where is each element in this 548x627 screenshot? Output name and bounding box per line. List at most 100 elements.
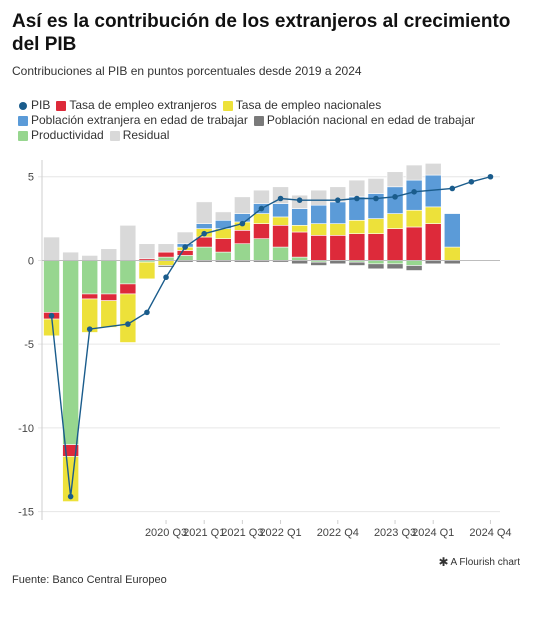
legend-item-residual[interactable]: Residual xyxy=(109,128,170,143)
pib-point xyxy=(67,493,74,500)
pib-point xyxy=(411,189,417,195)
bar-segment xyxy=(195,201,213,224)
bar-segment xyxy=(386,263,404,270)
bar-segment xyxy=(100,300,118,328)
pib-point xyxy=(468,178,475,185)
bar-segment xyxy=(100,293,118,301)
bar-segment xyxy=(424,223,442,261)
bar-segment xyxy=(291,260,308,265)
legend-label: Población extranjera en edad de trabajar xyxy=(31,113,248,127)
pib-point xyxy=(182,244,188,250)
legend-item-pib[interactable]: PIB xyxy=(18,98,50,113)
legend-label: PIB xyxy=(31,98,51,112)
bar-segment xyxy=(291,225,308,233)
legend-label: Tasa de empleo nacionales xyxy=(235,98,382,112)
bar-segment xyxy=(157,265,175,268)
chart-subtitle: Contribuciones al PIB en puntos porcentu… xyxy=(12,64,362,78)
pib-point xyxy=(277,195,284,202)
bar-segment xyxy=(119,260,137,285)
bar-segment xyxy=(405,226,423,261)
pib-point xyxy=(239,220,246,227)
legend-row-2: Población extranjera en edad de trabajar… xyxy=(18,113,538,128)
legend-swatch xyxy=(56,100,67,111)
bar-segment xyxy=(81,293,99,300)
bar-segment xyxy=(195,223,213,229)
legend-item-tasa-empleo-nacionales[interactable]: Tasa de empleo nacionales xyxy=(222,98,382,113)
bar-segment xyxy=(310,223,328,236)
bar-segment xyxy=(310,235,328,261)
bar-segment xyxy=(405,179,423,211)
legend-row-1: PIB Tasa de empleo extranjeros Tasa de e… xyxy=(18,98,538,113)
bar-segment xyxy=(214,238,232,253)
bar-segment xyxy=(386,213,404,229)
bar-segment xyxy=(253,213,270,224)
y-tick-label: 0 xyxy=(28,255,34,267)
flourish-star-icon: ✱ xyxy=(438,555,449,569)
bar-segment xyxy=(443,246,461,261)
pib-point xyxy=(373,195,379,202)
y-tick-label: 5 xyxy=(28,172,34,184)
bar-segment xyxy=(253,189,270,204)
bar-segment xyxy=(81,260,99,295)
legend-swatch xyxy=(253,115,264,126)
bar-segment xyxy=(367,263,385,270)
bar-segment xyxy=(234,230,251,245)
legend-label: Residual xyxy=(122,128,170,142)
pib-point xyxy=(125,321,131,327)
bar-segment xyxy=(329,201,347,224)
bar-segment xyxy=(367,178,385,194)
bar-segment xyxy=(214,251,232,261)
chart-title: Así es la contribución de los extranjero… xyxy=(12,11,511,55)
bar-segment xyxy=(386,171,404,188)
bar-segment xyxy=(329,223,347,236)
source-note: Fuente: Banco Central Europeo xyxy=(12,574,167,586)
bar-segment xyxy=(176,231,194,245)
x-tick-label: 2022 Q4 xyxy=(317,527,359,539)
bar-segment xyxy=(386,186,404,214)
bar-segment xyxy=(443,213,461,248)
pib-point xyxy=(163,274,169,281)
y-tick-label: -5 xyxy=(24,339,34,351)
bar-segment xyxy=(329,260,347,265)
pib-point xyxy=(258,205,265,212)
bar-segment xyxy=(386,228,404,261)
bar-segment xyxy=(62,260,79,445)
x-tick-label: 2021 Q3 xyxy=(221,527,263,539)
bar-segment xyxy=(119,225,137,261)
bar-segment xyxy=(310,204,328,224)
bar-segment xyxy=(272,246,289,261)
bar-segment xyxy=(272,216,289,226)
legend-item-poblacion-extranjera[interactable]: Población extranjera en edad de trabajar xyxy=(18,113,248,128)
bar-segment xyxy=(424,260,442,265)
y-tick-label: -15 xyxy=(18,507,34,519)
bar-segment xyxy=(253,238,270,261)
bar-segment xyxy=(348,233,366,261)
pib-point xyxy=(296,197,303,203)
bar-segment xyxy=(272,203,289,218)
legend-label: Tasa de empleo extranjeros xyxy=(69,98,217,112)
pib-point xyxy=(449,185,456,192)
pib-point xyxy=(487,173,494,180)
bar-segment xyxy=(405,260,423,266)
legend: PIB Tasa de empleo extranjeros Tasa de e… xyxy=(18,98,538,143)
bar-segment xyxy=(119,283,137,295)
bar-segment xyxy=(62,251,79,261)
bar-segment xyxy=(291,231,308,258)
pib-point xyxy=(392,194,398,200)
legend-item-poblacion-nacional[interactable]: Población nacional en edad de trabajar xyxy=(253,113,475,128)
legend-item-productividad[interactable]: Productividad xyxy=(18,128,104,143)
x-tick-label: 2020 Q3 xyxy=(145,527,187,539)
bar-segment xyxy=(272,225,289,248)
bar-segment xyxy=(310,189,328,206)
bar-segment xyxy=(424,206,442,224)
pib-point xyxy=(354,195,360,202)
bar-segment xyxy=(367,233,385,261)
bar-segment xyxy=(100,248,118,261)
y-tick-label: -10 xyxy=(18,423,34,435)
bar-segment xyxy=(62,456,79,502)
bar-segment xyxy=(234,196,251,214)
bar-segment xyxy=(386,260,404,265)
legend-item-tasa-empleo-extranjeros[interactable]: Tasa de empleo extranjeros xyxy=(56,98,217,113)
flourish-credit[interactable]: ✱ A Flourish chart xyxy=(438,555,520,569)
